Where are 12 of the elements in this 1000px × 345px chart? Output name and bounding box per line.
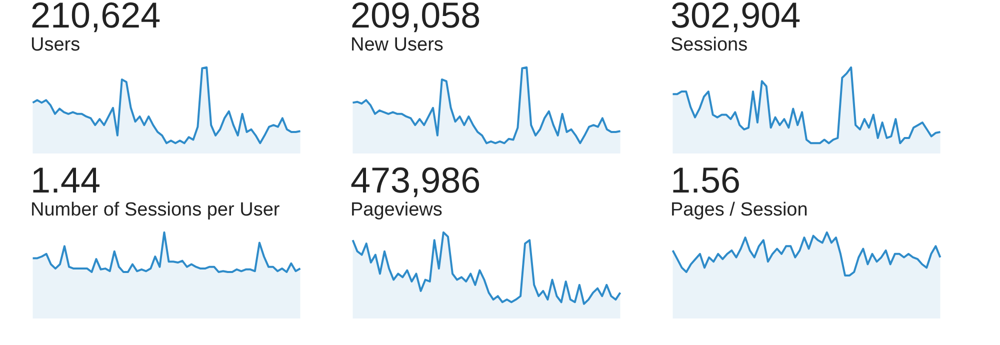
chart-title: Pages / Session [670,200,808,220]
chart-title: New Users [350,34,444,56]
chart-subtitle: 1.44 [30,160,101,200]
chart-subtitle: 210,624 [30,0,161,36]
chart-title: Sessions [670,34,748,56]
chart-title: Users [30,34,80,56]
chart-title: Pageviews [350,200,442,220]
chart-subtitle: 209,058 [350,0,481,36]
chart-title: Number of Sessions per User [30,200,280,220]
chart-subtitle: 1.56 [670,160,741,200]
chart-subtitle: 473,986 [350,160,481,200]
chart-subtitle: 302,904 [670,0,801,36]
